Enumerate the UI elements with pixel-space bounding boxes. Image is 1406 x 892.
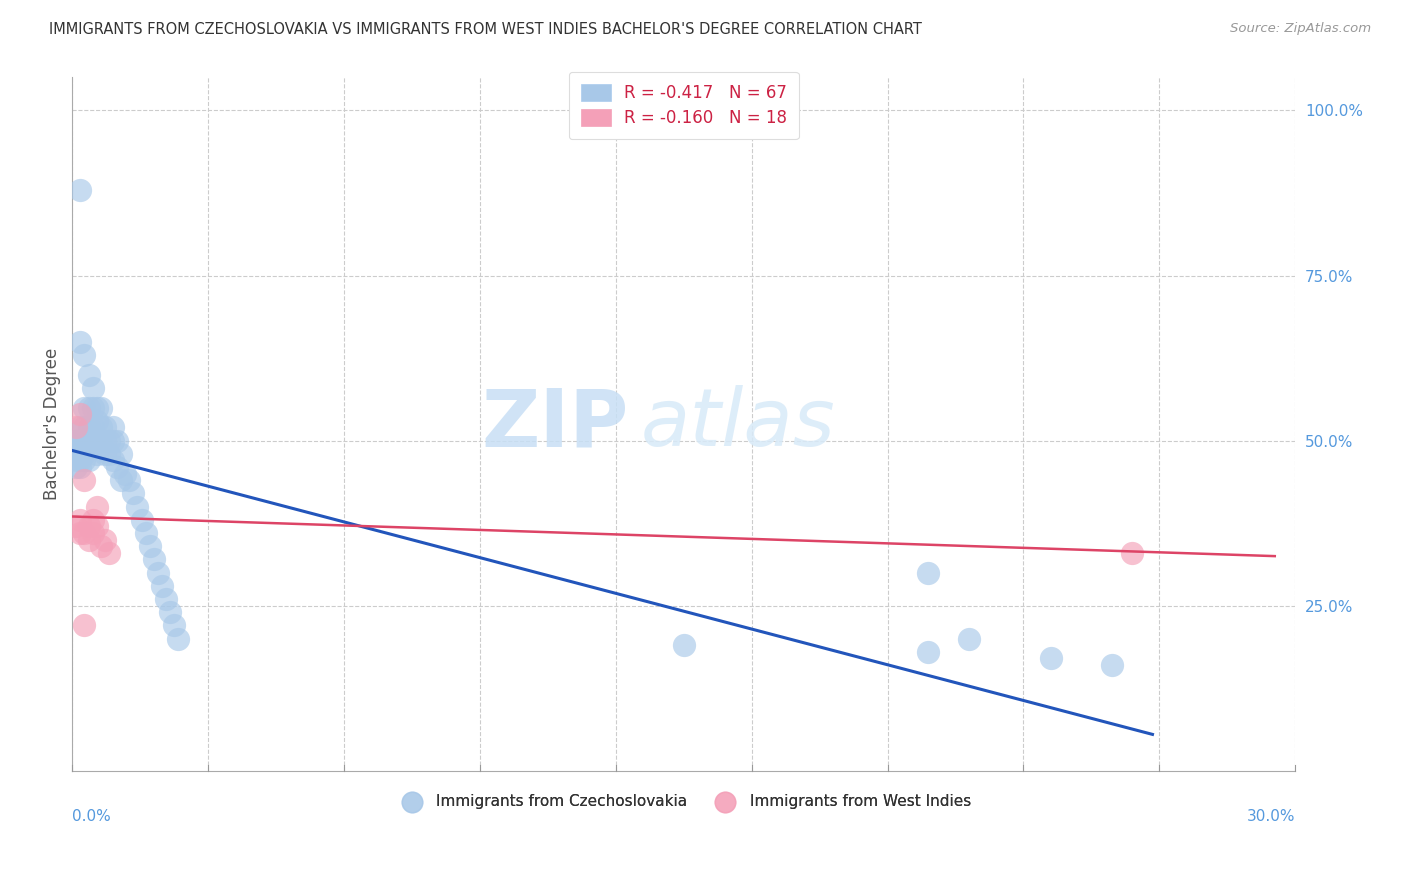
Point	[65, 434, 87, 448]
Point	[82, 526, 104, 541]
Y-axis label: Bachelor's Degree: Bachelor's Degree	[44, 348, 60, 500]
Point	[73, 526, 96, 541]
Point	[957, 632, 980, 646]
Point	[101, 434, 124, 448]
Point	[110, 447, 132, 461]
Point	[73, 447, 96, 461]
Point	[90, 420, 112, 434]
Point	[90, 434, 112, 448]
Point	[73, 618, 96, 632]
Text: Source: ZipAtlas.com: Source: ZipAtlas.com	[1230, 22, 1371, 36]
Point	[672, 638, 695, 652]
Point	[77, 453, 100, 467]
Point	[90, 539, 112, 553]
Point	[65, 519, 87, 533]
Point	[163, 618, 186, 632]
Point	[65, 460, 87, 475]
Point	[65, 434, 87, 448]
Point	[122, 486, 145, 500]
Point	[155, 592, 177, 607]
Point	[77, 368, 100, 382]
Point	[65, 420, 87, 434]
Point	[82, 381, 104, 395]
Point	[94, 447, 117, 461]
Text: ZIP: ZIP	[481, 385, 628, 463]
Point	[69, 434, 91, 448]
Point	[1101, 658, 1123, 673]
Text: 30.0%: 30.0%	[1247, 809, 1295, 824]
Point	[105, 460, 128, 475]
Point	[86, 401, 108, 415]
Point	[77, 533, 100, 547]
Point	[69, 447, 91, 461]
Point	[135, 526, 157, 541]
Point	[97, 434, 120, 448]
Point	[917, 566, 939, 580]
Point	[77, 401, 100, 415]
Point	[101, 453, 124, 467]
Point	[86, 519, 108, 533]
Point	[142, 552, 165, 566]
Point	[131, 513, 153, 527]
Point	[1039, 651, 1062, 665]
Text: atlas: atlas	[641, 385, 835, 463]
Point	[86, 500, 108, 514]
Point	[69, 453, 91, 467]
Point	[105, 434, 128, 448]
Point	[69, 513, 91, 527]
Point	[86, 434, 108, 448]
Point	[73, 434, 96, 448]
Point	[167, 632, 190, 646]
Point	[69, 407, 91, 421]
Point	[73, 401, 96, 415]
Point	[138, 539, 160, 553]
Point	[118, 473, 141, 487]
Point	[73, 420, 96, 434]
Text: 0.0%: 0.0%	[72, 809, 111, 824]
Legend: Immigrants from Czechoslovakia, Immigrants from West Indies: Immigrants from Czechoslovakia, Immigran…	[391, 788, 977, 815]
Point	[114, 467, 136, 481]
Point	[97, 546, 120, 560]
Point	[82, 420, 104, 434]
Point	[82, 440, 104, 454]
Point	[65, 447, 87, 461]
Point	[101, 420, 124, 434]
Point	[82, 401, 104, 415]
Text: IMMIGRANTS FROM CZECHOSLOVAKIA VS IMMIGRANTS FROM WEST INDIES BACHELOR'S DEGREE : IMMIGRANTS FROM CZECHOSLOVAKIA VS IMMIGR…	[49, 22, 922, 37]
Point	[86, 414, 108, 428]
Point	[86, 447, 108, 461]
Point	[127, 500, 149, 514]
Point	[150, 579, 173, 593]
Point	[94, 420, 117, 434]
Point	[110, 473, 132, 487]
Point	[159, 605, 181, 619]
Point	[65, 440, 87, 454]
Point	[77, 420, 100, 434]
Point	[82, 513, 104, 527]
Point	[97, 447, 120, 461]
Point	[94, 434, 117, 448]
Point	[73, 453, 96, 467]
Point	[69, 183, 91, 197]
Point	[69, 334, 91, 349]
Point	[146, 566, 169, 580]
Point	[90, 401, 112, 415]
Point	[73, 348, 96, 362]
Point	[69, 420, 91, 434]
Point	[917, 645, 939, 659]
Point	[65, 453, 87, 467]
Point	[69, 526, 91, 541]
Point	[77, 434, 100, 448]
Point	[73, 473, 96, 487]
Point	[94, 533, 117, 547]
Point	[1121, 546, 1143, 560]
Point	[69, 460, 91, 475]
Point	[77, 519, 100, 533]
